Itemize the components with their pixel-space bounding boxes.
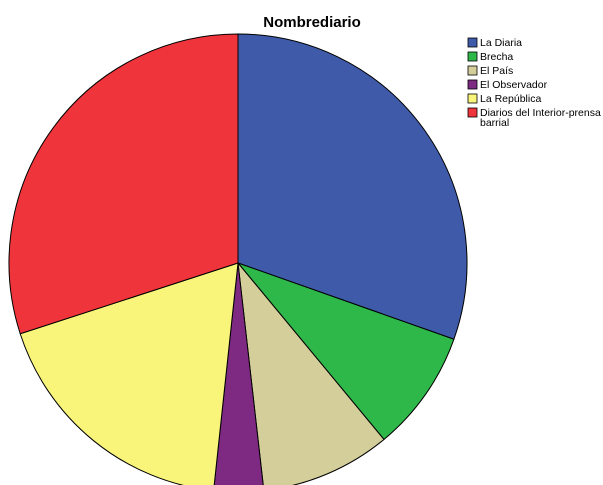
legend-label: El Observador: [480, 79, 548, 91]
legend-swatch: [467, 107, 478, 118]
legend-swatch: [467, 79, 478, 90]
legend-item: El Observador: [467, 79, 548, 91]
legend-swatch: [467, 51, 478, 62]
legend-label: La Diaria: [480, 37, 522, 49]
legend-swatch: [467, 37, 478, 48]
legend-item: Brecha: [467, 51, 513, 63]
pie-slice-brecha: [237, 262, 455, 440]
pie-slice-la-republica: [19, 262, 239, 485]
legend-label: barrial: [480, 117, 509, 129]
legend-swatch: [467, 65, 478, 76]
pie-slice-diarios-del-interior-prensa-barrial: [8, 33, 239, 335]
legend-swatch: [467, 93, 478, 104]
pie-slice-el-pais: [237, 262, 385, 485]
legend: La Diaria Brecha El País El Observador La Re…: [467, 37, 601, 129]
pie-slices: [8, 33, 468, 485]
legend-label: Diarios del Interior-prensa: [480, 107, 601, 119]
chart-title: Nombrediario: [263, 14, 361, 31]
legend-label: La República: [480, 93, 541, 105]
pie-slice-la-diaria: [237, 33, 468, 340]
pie-slice-el-observador: [213, 262, 264, 485]
legend-item: El País: [467, 65, 513, 77]
legend-item: La República: [467, 93, 541, 105]
legend-item: La Diaria: [467, 37, 522, 49]
legend-label: Brecha: [480, 51, 513, 63]
legend-label: El País: [480, 65, 513, 77]
